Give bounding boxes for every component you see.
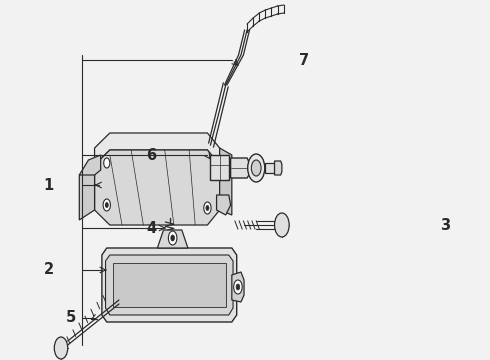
Text: 4: 4 [146,220,156,235]
Polygon shape [265,163,274,173]
Circle shape [105,202,108,207]
Circle shape [204,202,211,214]
Circle shape [236,284,240,290]
Circle shape [251,160,261,176]
Polygon shape [102,248,237,322]
Polygon shape [231,158,249,178]
Circle shape [274,213,289,237]
Polygon shape [105,255,233,315]
Polygon shape [220,148,232,215]
Polygon shape [113,263,226,307]
Polygon shape [274,161,282,175]
Text: 5: 5 [66,310,76,325]
Polygon shape [95,133,220,165]
Text: 7: 7 [299,53,309,68]
Circle shape [234,280,242,294]
Circle shape [206,206,209,211]
Text: 2: 2 [44,262,54,278]
Polygon shape [217,195,231,215]
Circle shape [103,199,110,211]
Polygon shape [211,155,229,180]
Circle shape [247,154,265,182]
Circle shape [169,231,177,245]
Polygon shape [79,155,100,175]
Polygon shape [95,150,220,225]
Text: 1: 1 [44,177,54,193]
Text: 3: 3 [441,217,450,233]
Circle shape [104,158,110,168]
Polygon shape [79,165,95,220]
Circle shape [171,235,174,241]
Polygon shape [157,230,188,248]
Circle shape [54,337,68,359]
Text: 6: 6 [146,148,156,162]
Polygon shape [232,272,244,302]
